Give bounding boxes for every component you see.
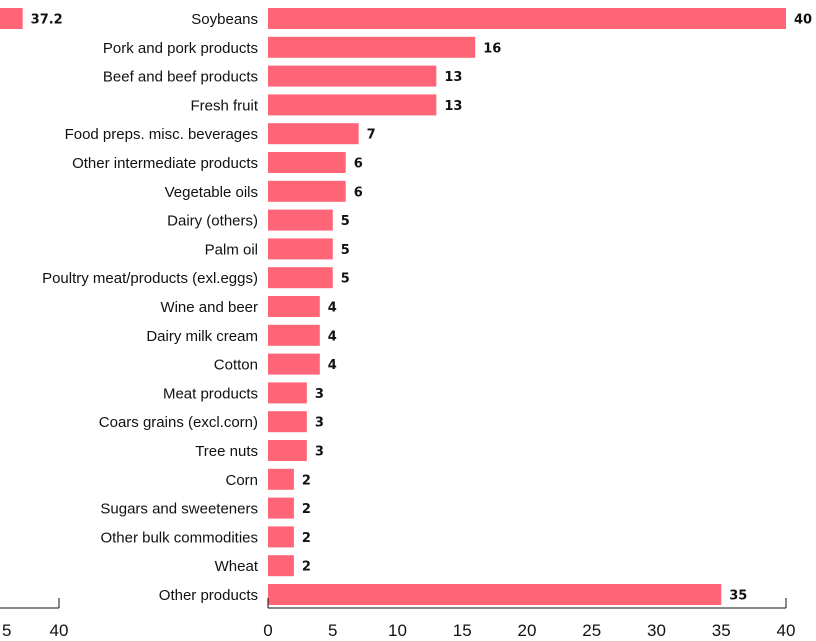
bar xyxy=(268,36,476,58)
value-label: 3 xyxy=(315,387,324,402)
value-label: 6 xyxy=(354,157,363,172)
bar xyxy=(268,238,333,260)
x-tick-label: 40 xyxy=(777,621,796,640)
value-label: 6 xyxy=(354,185,363,200)
bar xyxy=(268,65,437,87)
category-label: Wheat xyxy=(215,558,259,575)
value-label: 2 xyxy=(302,502,311,517)
value-label: 37.2 xyxy=(31,13,63,28)
x-tick-label: 5 xyxy=(2,621,11,640)
bar xyxy=(0,8,23,29)
bar xyxy=(268,94,437,116)
value-label: 13 xyxy=(444,99,462,114)
value-label: 3 xyxy=(315,416,324,431)
value-label: 7 xyxy=(367,128,376,143)
value-label: 16 xyxy=(483,41,501,56)
x-tick-label: 15 xyxy=(453,621,472,640)
value-label: 13 xyxy=(444,70,462,85)
bar xyxy=(268,267,333,289)
category-label: Vegetable oils xyxy=(165,184,258,201)
category-label: Wine and beer xyxy=(160,299,258,316)
category-label: Coars grains (excl.corn) xyxy=(99,414,258,431)
value-label: 40 xyxy=(794,13,812,28)
x-tick-label: 25 xyxy=(582,621,601,640)
bar xyxy=(268,382,307,404)
bar xyxy=(268,584,722,605)
bar xyxy=(268,353,320,375)
bar xyxy=(268,8,786,29)
cropped-left-chart: 37.2 5 40 xyxy=(0,8,68,640)
bar xyxy=(268,555,294,577)
bar xyxy=(268,411,307,433)
category-label: Cotton xyxy=(214,357,258,374)
bar xyxy=(268,123,359,145)
x-tick-label: 35 xyxy=(712,621,731,640)
category-label: Soybeans xyxy=(191,11,258,28)
value-label: 35 xyxy=(729,589,747,604)
bar xyxy=(268,324,320,346)
value-label: 5 xyxy=(341,243,350,258)
x-tick-label: 20 xyxy=(518,621,537,640)
category-label: Food preps. misc. beverages xyxy=(65,126,258,143)
category-label: Sugars and sweeteners xyxy=(100,501,258,518)
bar xyxy=(268,526,294,548)
category-label: Poultry meat/products (exl.eggs) xyxy=(42,270,258,287)
value-label: 3 xyxy=(315,445,324,460)
category-label: Meat products xyxy=(163,385,258,402)
x-tick-label: 5 xyxy=(328,621,337,640)
x-tick-label: 10 xyxy=(388,621,407,640)
category-label: Tree nuts xyxy=(195,443,258,460)
value-label: 5 xyxy=(341,214,350,229)
category-label: Dairy (others) xyxy=(167,213,258,230)
category-label: Other products xyxy=(159,587,258,604)
bar xyxy=(268,468,294,490)
value-label: 4 xyxy=(328,301,337,316)
x-tick-label: 30 xyxy=(647,621,666,640)
category-label: Beef and beef products xyxy=(103,69,258,86)
category-label: Palm oil xyxy=(205,241,258,258)
bar xyxy=(268,440,307,461)
value-label: 2 xyxy=(302,560,311,575)
bar xyxy=(268,296,320,317)
value-label: 4 xyxy=(328,329,337,344)
category-label: Corn xyxy=(225,472,258,489)
category-label: Other intermediate products xyxy=(72,155,258,172)
category-label: Dairy milk cream xyxy=(146,328,258,345)
bar xyxy=(268,209,333,231)
x-tick-label: 0 xyxy=(263,621,272,640)
bar xyxy=(268,180,346,202)
category-label: Other bulk commodities xyxy=(100,529,258,546)
value-label: 2 xyxy=(302,473,311,488)
bar xyxy=(268,497,294,519)
category-label: Fresh fruit xyxy=(190,97,258,114)
value-label: 2 xyxy=(302,531,311,546)
category-label: Pork and pork products xyxy=(103,40,258,57)
value-label: 5 xyxy=(341,272,350,287)
x-tick-label: 40 xyxy=(50,621,69,640)
bar xyxy=(268,152,346,173)
value-label: 4 xyxy=(328,358,337,373)
